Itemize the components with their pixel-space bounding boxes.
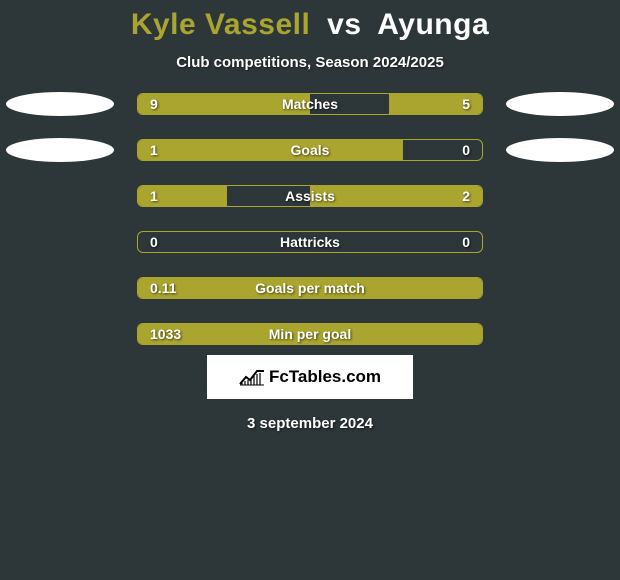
stat-bar: 1033Min per goal <box>137 323 483 345</box>
stat-row: 10Goals <box>0 139 620 161</box>
stat-bar: 12Assists <box>137 185 483 207</box>
logo-mark-icon <box>239 368 265 386</box>
stat-row: 95Matches <box>0 93 620 115</box>
player1-photo-placeholder <box>6 138 114 162</box>
logo-text: FcTables.com <box>269 367 381 387</box>
stat-bar: 10Goals <box>137 139 483 161</box>
stat-label: Hattricks <box>138 234 482 250</box>
stat-row: 00Hattricks <box>0 231 620 253</box>
date: 3 september 2024 <box>247 415 373 432</box>
stat-label: Goals per match <box>138 280 482 296</box>
stat-label: Assists <box>138 188 482 204</box>
player2-photo-placeholder <box>506 138 614 162</box>
stat-bar: 00Hattricks <box>137 231 483 253</box>
logo-box: FcTables.com <box>207 355 413 399</box>
comparison-card: Kyle Vassell vs Ayunga Club competitions… <box>0 0 620 580</box>
stat-bar: 0.11Goals per match <box>137 277 483 299</box>
stat-label: Matches <box>138 96 482 112</box>
stats-area: 95Matches 10Goals 12Assists 00Hattricks 0.11… <box>0 93 620 345</box>
player2-name: Ayunga <box>377 8 489 41</box>
vs-text: vs <box>327 8 361 41</box>
player1-name: Kyle Vassell <box>131 8 310 41</box>
stat-row: 1033Min per goal <box>0 323 620 345</box>
stat-label: Goals <box>138 142 482 158</box>
player1-photo-placeholder <box>6 92 114 116</box>
logo: FcTables.com <box>239 367 381 387</box>
stat-bar: 95Matches <box>137 93 483 115</box>
title: Kyle Vassell vs Ayunga <box>131 8 489 42</box>
stat-row: 12Assists <box>0 185 620 207</box>
subtitle: Club competitions, Season 2024/2025 <box>176 54 444 71</box>
player2-photo-placeholder <box>506 92 614 116</box>
stat-row: 0.11Goals per match <box>0 277 620 299</box>
stat-label: Min per goal <box>138 326 482 342</box>
